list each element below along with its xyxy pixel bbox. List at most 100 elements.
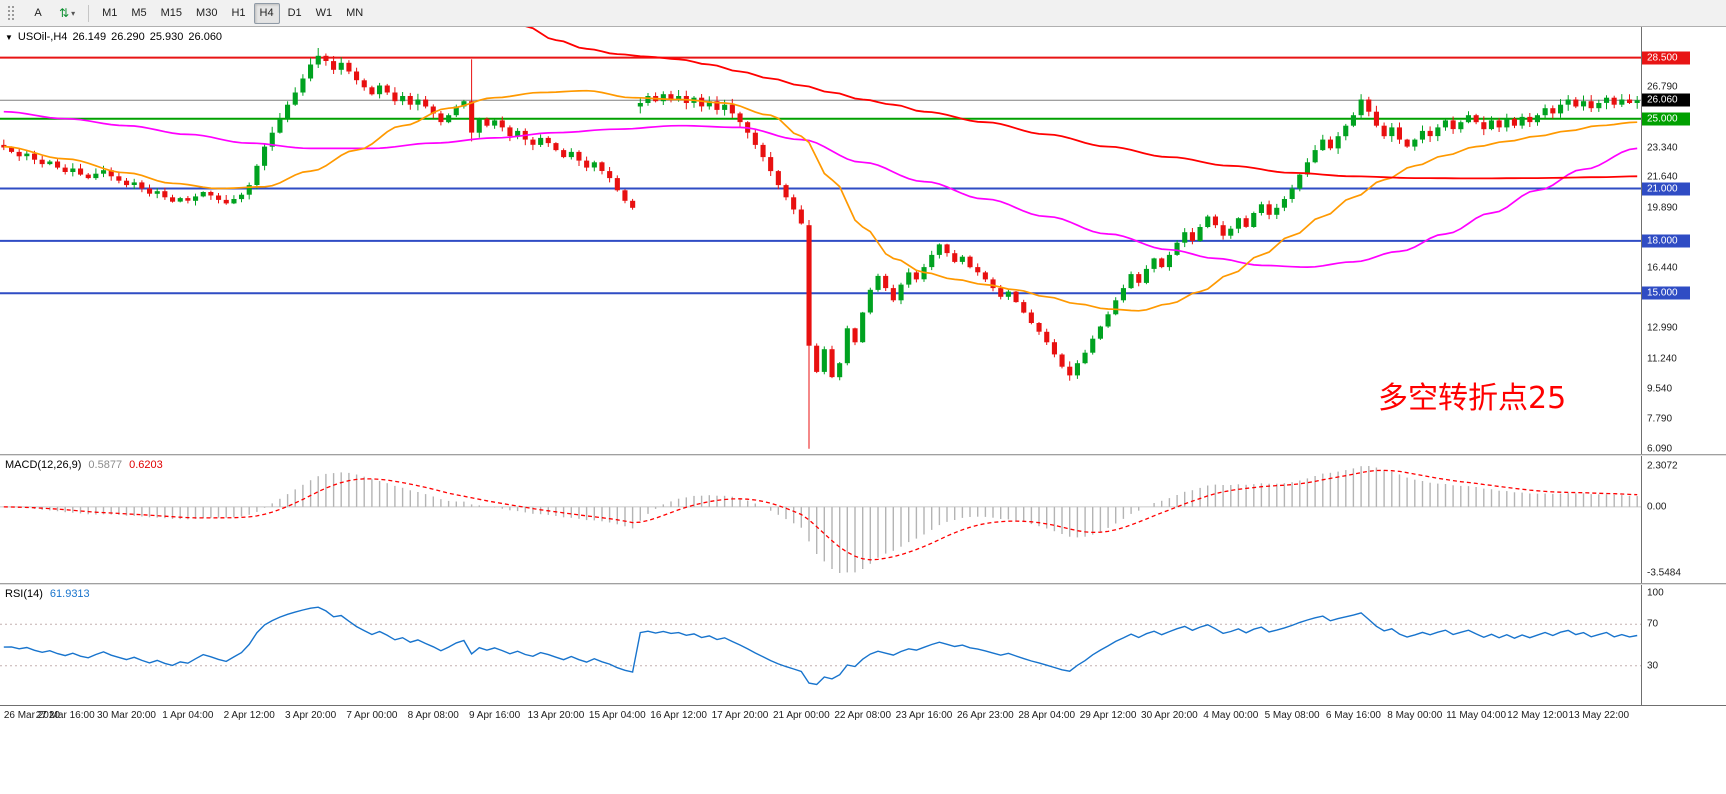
time-label: 22 Apr 08:00 xyxy=(834,710,892,721)
macd-main-value: 0.5877 xyxy=(88,459,123,471)
time-label: 13 May 22:00 xyxy=(1568,710,1630,721)
symbol-title: ▼ USOil-,H4 26.149 26.290 25.930 26.060 xyxy=(5,31,222,43)
price-tick-11.240: 11.240 xyxy=(1647,353,1677,365)
macd-name: MACD(12,26,9) xyxy=(5,459,82,471)
text-annotation-button[interactable]: A xyxy=(34,7,42,19)
price-badge-15.000: 15.000 xyxy=(1642,286,1690,300)
timeframe-button-h4[interactable]: H4 xyxy=(253,2,280,24)
rsi-name: RSI(14) xyxy=(5,588,43,600)
time-label: 5 May 08:00 xyxy=(1264,710,1320,721)
timeframe-buttons: M1 M5 M15 M30 H1 H4 D1 W1 MN xyxy=(95,2,370,24)
symbol-period-label: USOil-,H4 xyxy=(17,31,68,43)
updown-arrows-button[interactable]: ⇅ ▾ xyxy=(53,3,81,24)
updown-arrows-icon: ⇅ xyxy=(59,6,70,20)
timeframe-button-m5[interactable]: M5 xyxy=(131,7,147,19)
time-label: 21 Apr 00:00 xyxy=(772,710,830,721)
price-tick-6.090: 6.090 xyxy=(1647,443,1673,454)
time-label: 1 Apr 04:00 xyxy=(162,710,214,721)
price-tick-12.990: 12.990 xyxy=(1647,322,1678,334)
time-label: 26 Mar 2020 xyxy=(3,710,60,721)
price-tick-21.640: 21.640 xyxy=(1647,171,1678,183)
rsi-axis-label-100: 100 xyxy=(1647,587,1664,599)
macd-panel: MACD(12,26,9) 0.5877 0.6203 2.3072 0.00 -3… xyxy=(0,456,1726,583)
time-label: 16 Apr 12:00 xyxy=(650,710,707,721)
chevron-down-icon: ▾ xyxy=(71,8,76,18)
timeframe-button-mn[interactable]: MN xyxy=(346,7,364,19)
macd-axis[interactable]: 2.3072 0.00 -3.5484 xyxy=(1642,456,1726,583)
macd-signal-value: 0.6203 xyxy=(129,459,163,471)
timeframe-button-d1[interactable]: D1 xyxy=(287,7,302,19)
timeframe-button-w1[interactable]: W1 xyxy=(315,7,333,19)
time-label: 4 May 00:00 xyxy=(1203,710,1259,721)
time-label: 8 May 00:00 xyxy=(1387,710,1443,721)
time-labels: 26 Mar 2020 27 Mar 16:00 30 Mar 20:00 1 Apr… xyxy=(0,706,1642,727)
macd-canvas[interactable]: MACD(12,26,9) 0.5877 0.6203 xyxy=(0,456,1642,583)
ohlc-low: 25.930 xyxy=(149,31,184,43)
timeframe-button-m1[interactable]: M1 xyxy=(102,7,118,19)
rsi-label: RSI(14) 61.9313 xyxy=(5,588,90,600)
time-label: 30 Mar 20:00 xyxy=(97,710,156,721)
price-tick-23.340: 23.340 xyxy=(1647,142,1678,154)
ohlc-close: 26.060 xyxy=(188,31,223,43)
time-label: 2 Apr 12:00 xyxy=(223,710,275,721)
time-label: 26 Apr 23:00 xyxy=(957,710,1014,721)
main-chart-canvas[interactable]: ▼ USOil-,H4 26.149 26.290 25.930 26.060 … xyxy=(0,27,1642,454)
timeframe-button-h1[interactable]: H1 xyxy=(231,7,246,19)
time-axis-corner xyxy=(1642,706,1726,727)
toolbar-grip-handle[interactable] xyxy=(6,5,17,21)
price-tick-16.440: 16.440 xyxy=(1647,262,1678,274)
candlestick-chart[interactable] xyxy=(0,27,1641,454)
macd-chart[interactable] xyxy=(0,456,1641,583)
price-tick-19.890: 19.890 xyxy=(1647,202,1678,214)
toolbar: A ⇅ ▾ M1 M5 M15 M30 H1 H4 D1 W1 MN xyxy=(0,0,1726,27)
rsi-axis-label-30: 30 xyxy=(1647,660,1659,672)
toolbar-separator xyxy=(88,4,90,22)
price-badge-25.000: 25.000 xyxy=(1642,112,1690,126)
rsi-panel: RSI(14) 61.9313 100 70 30 xyxy=(0,585,1726,705)
main-price-axis[interactable]: 26.790 23.340 21.640 19.890 16.440 12.990 11.2… xyxy=(1642,27,1726,454)
time-label: 7 Apr 00:00 xyxy=(346,710,398,721)
time-label: 13 Apr 20:00 xyxy=(527,710,585,721)
price-badge-18.000: 18.000 xyxy=(1642,234,1690,248)
rsi-value: 61.9313 xyxy=(49,588,90,600)
ohlc-high: 26.290 xyxy=(111,31,145,43)
annotation-text: 多空转折点25 xyxy=(1378,381,1567,416)
time-label: 9 Apr 16:00 xyxy=(469,710,521,721)
price-badge-28.500: 28.500 xyxy=(1642,51,1690,65)
rsi-chart[interactable] xyxy=(0,585,1641,705)
time-label: 12 May 12:00 xyxy=(1507,710,1568,721)
macd-axis-label-0.00: 0.00 xyxy=(1647,501,1667,513)
price-tick-26.790: 26.790 xyxy=(1647,81,1678,93)
time-label: 17 Apr 20:00 xyxy=(711,710,769,721)
price-badge-21.000: 21.000 xyxy=(1642,182,1690,196)
macd-axis-label--3.5484: -3.5484 xyxy=(1647,567,1681,579)
time-label: 11 May 04:00 xyxy=(1446,710,1507,721)
bottom-spacer xyxy=(0,727,1726,794)
time-label: 3 Apr 20:00 xyxy=(284,710,337,721)
time-label: 8 Apr 08:00 xyxy=(407,710,459,721)
rsi-axis-label-70: 70 xyxy=(1647,618,1659,630)
time-label: 15 Apr 04:00 xyxy=(588,710,646,721)
rsi-canvas[interactable]: RSI(14) 61.9313 xyxy=(0,585,1642,705)
main-chart-panel: ▼ USOil-,H4 26.149 26.290 25.930 26.060 … xyxy=(0,27,1726,454)
time-label: 29 Apr 12:00 xyxy=(1079,710,1137,721)
panel-splitter-2[interactable] xyxy=(0,583,1726,585)
collapse-icon[interactable]: ▼ xyxy=(5,32,13,42)
timeframe-button-m15[interactable]: M15 xyxy=(160,7,183,19)
time-label: 27 Mar 16:00 xyxy=(35,710,95,721)
ohlc-open: 26.149 xyxy=(72,31,107,43)
panel-splitter[interactable] xyxy=(0,454,1726,456)
time-label: 6 May 16:00 xyxy=(1325,710,1381,721)
rsi-axis[interactable]: 100 70 30 xyxy=(1642,585,1726,705)
price-badge-26.060: 26.060 xyxy=(1642,93,1690,107)
time-label: 28 Apr 04:00 xyxy=(1018,710,1076,721)
time-label: 30 Apr 20:00 xyxy=(1141,710,1198,721)
price-tick-9.540: 9.540 xyxy=(1647,383,1673,395)
time-axis[interactable]: 26 Mar 2020 27 Mar 16:00 30 Mar 20:00 1 Apr… xyxy=(0,705,1726,727)
price-tick-7.790: 7.790 xyxy=(1647,413,1673,425)
macd-axis-label-2.3072: 2.3072 xyxy=(1647,460,1678,472)
macd-label: MACD(12,26,9) 0.5877 0.6203 xyxy=(5,459,163,471)
time-label: 23 Apr 16:00 xyxy=(895,710,953,721)
timeframe-button-m30[interactable]: M30 xyxy=(196,7,218,19)
